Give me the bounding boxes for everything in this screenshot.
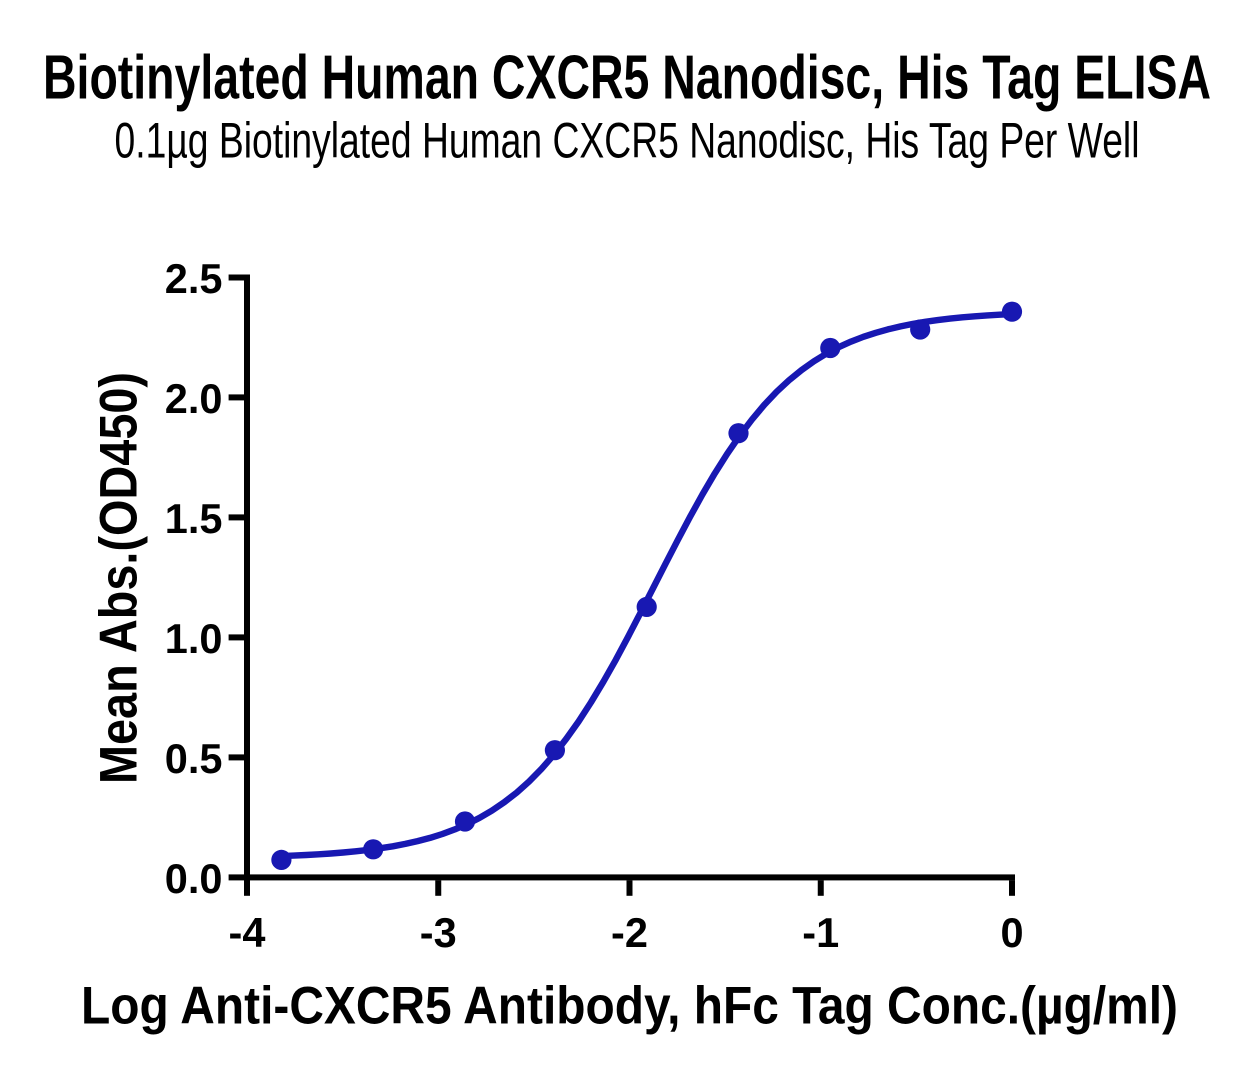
svg-text:0.0: 0.0 xyxy=(165,855,223,902)
svg-text:2.0: 2.0 xyxy=(165,375,223,422)
svg-text:0: 0 xyxy=(1000,909,1023,956)
svg-text:0.5: 0.5 xyxy=(165,735,223,782)
svg-text:1.5: 1.5 xyxy=(165,495,223,542)
svg-text:1.0: 1.0 xyxy=(165,615,223,662)
svg-text:-4: -4 xyxy=(229,909,266,956)
svg-text:Biotinylated Human CXCR5 Nanod: Biotinylated Human CXCR5 Nanodisc, His T… xyxy=(43,44,1211,113)
svg-text:-2: -2 xyxy=(611,909,648,956)
svg-text:0.1µg Biotinylated Human CXCR5: 0.1µg Biotinylated Human CXCR5 Nanodisc,… xyxy=(115,113,1140,169)
svg-text:-3: -3 xyxy=(420,909,457,956)
svg-text:2.5: 2.5 xyxy=(165,255,223,302)
svg-text:-1: -1 xyxy=(802,909,839,956)
svg-text:Mean Abs.(OD450): Mean Abs.(OD450) xyxy=(90,372,149,784)
svg-text:Log Anti-CXCR5 Antibody, hFc T: Log Anti-CXCR5 Antibody, hFc Tag Conc.(µ… xyxy=(81,977,1178,1036)
